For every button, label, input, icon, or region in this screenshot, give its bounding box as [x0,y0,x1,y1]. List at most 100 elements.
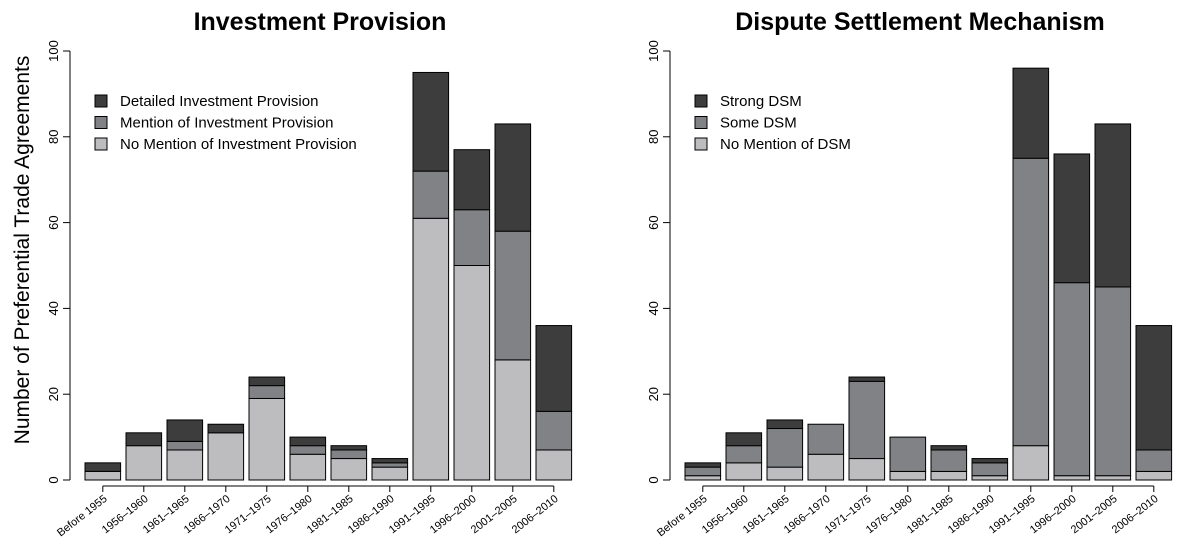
bar-segment-mention-of-investment-provision [371,462,409,468]
bar-segment-some-dsm [1012,157,1050,447]
bar-segment-some-dsm [1094,286,1132,477]
legend-swatch [694,116,708,129]
bar-segment-strong-dsm [930,445,968,451]
chart-title: Dispute Settlement Mechanism [735,8,1105,36]
bar-segment-no-mention-of-investment-provision [453,265,491,481]
bar-segment-detailed-investment-provision [453,149,491,211]
bar-segment-no-mention-of-dsm [766,466,804,481]
investment-provision-chart: Investment Provision 0 20 40 60 80 100 Before 1… [46,8,573,539]
bar-segment-some-dsm [725,445,763,464]
bar-segment-no-mention-of-dsm [1094,475,1132,481]
legend-label: No Mention of DSM [720,136,851,153]
bar-segment-no-mention-of-dsm [1135,470,1173,481]
bar-segment-some-dsm [889,436,927,472]
bar-segment-detailed-investment-provision [330,445,368,451]
bar-segment-strong-dsm [1094,123,1132,288]
bar-segment-no-mention-of-dsm [848,458,886,481]
bar-segment-no-mention-of-investment-provision [248,397,286,481]
dispute-settlement-chart: Dispute Settlement Mechanism 0 20 40 60 80 100… [646,8,1173,539]
legend-swatch [94,137,108,151]
legend-label: Some DSM [720,115,797,132]
bar-segment-mention-of-investment-provision [453,209,491,266]
bar-segment-strong-dsm [725,432,763,447]
bar-segment-detailed-investment-provision [125,432,163,447]
bar-segment-strong-dsm [1053,153,1091,284]
y-tick-label: 20 [646,387,661,401]
bar-segment-no-mention-of-investment-provision [84,470,122,481]
bar-segment-no-mention-of-investment-provision [289,453,327,481]
bar-segment-no-mention-of-investment-provision [535,449,573,481]
x-tick-label: Before 1955 [655,493,710,539]
bar-segment-detailed-investment-provision [84,462,122,472]
bar-segment-mention-of-investment-provision [494,230,532,361]
bar-segment-no-mention-of-investment-provision [330,458,368,481]
bar-segment-detailed-investment-provision [412,71,450,172]
bar-segment-mention-of-investment-provision [289,445,327,455]
y-tick-label: 100 [646,40,661,62]
legend-label: No Mention of Investment Provision [120,136,357,153]
bar-segment-detailed-investment-provision [535,325,573,412]
y-tick-label: 0 [646,476,661,483]
bar-segment-mention-of-investment-provision [248,385,286,399]
bar-segment-detailed-investment-provision [289,436,327,447]
bar-segment-no-mention-of-investment-provision [371,466,409,481]
bar-segment-detailed-investment-provision [248,376,286,387]
bar-segment-no-mention-of-dsm [930,470,968,481]
bar-segment-no-mention-of-dsm [725,462,763,481]
bar-segment-strong-dsm [848,376,886,382]
bar-segment-mention-of-investment-provision [412,170,450,219]
bar-segment-no-mention-of-investment-provision [125,445,163,481]
bar-segment-some-dsm [807,423,845,455]
bar-segment-strong-dsm [971,458,1009,464]
bar-segment-some-dsm [1053,282,1091,477]
bar-segment-strong-dsm [1012,67,1050,159]
y-axis-label: Number of Preferential Trade Agreements [11,56,34,445]
y-tick-label: 20 [46,387,61,401]
bar-segment-no-mention-of-investment-provision [166,449,204,481]
y-tick-label: 100 [46,40,61,62]
bar-segment-detailed-investment-provision [494,123,532,232]
bar-segment-some-dsm [684,466,722,477]
bar-segment-strong-dsm [766,419,804,430]
legend-swatch [694,137,708,151]
bar-segment-some-dsm [1135,449,1173,472]
legend-label: Detailed Investment Provision [120,93,318,110]
bar-segment-mention-of-investment-provision [535,410,573,451]
y-tick-label: 60 [646,215,661,229]
bar-segment-some-dsm [930,449,968,472]
chart-title: Investment Provision [194,8,447,36]
bar-segment-some-dsm [971,462,1009,477]
bar-segment-some-dsm [848,380,886,460]
bar-segment-no-mention-of-investment-provision [494,359,532,481]
bar-segment-no-mention-of-dsm [889,470,927,481]
bar-segment-detailed-investment-provision [166,419,204,442]
legend-label: Strong DSM [720,93,802,110]
bar-segment-strong-dsm [684,462,722,468]
y-tick-label: 80 [646,130,661,144]
x-tick-label: 2006–2010 [1110,493,1161,536]
legend-swatch [94,116,108,129]
bar-segment-some-dsm [766,428,804,468]
x-tick-label: Before 1955 [55,493,110,539]
bar-segment-no-mention-of-dsm [807,453,845,481]
legend-swatch [694,94,708,108]
bar-segment-strong-dsm [1135,325,1173,451]
bar-segment-no-mention-of-investment-provision [207,432,245,481]
bar-segment-detailed-investment-provision [207,423,245,434]
y-tick-label: 80 [46,130,61,144]
bar-segment-no-mention-of-dsm [1012,445,1050,481]
bar-segment-no-mention-of-investment-provision [412,217,450,481]
bar-segment-no-mention-of-dsm [684,475,722,481]
bar-segment-no-mention-of-dsm [1053,475,1091,481]
y-tick-label: 40 [646,301,661,315]
bar-segment-detailed-investment-provision [371,458,409,464]
x-tick-label: 2006–2010 [510,493,561,536]
bar-segment-mention-of-investment-provision [330,449,368,460]
bar-segment-mention-of-investment-provision [166,440,204,451]
y-tick-label: 40 [46,301,61,315]
bar-segment-no-mention-of-dsm [971,475,1009,481]
legend-label: Mention of Investment Provision [120,115,333,132]
y-tick-label: 60 [46,215,61,229]
y-tick-label: 0 [46,476,61,483]
